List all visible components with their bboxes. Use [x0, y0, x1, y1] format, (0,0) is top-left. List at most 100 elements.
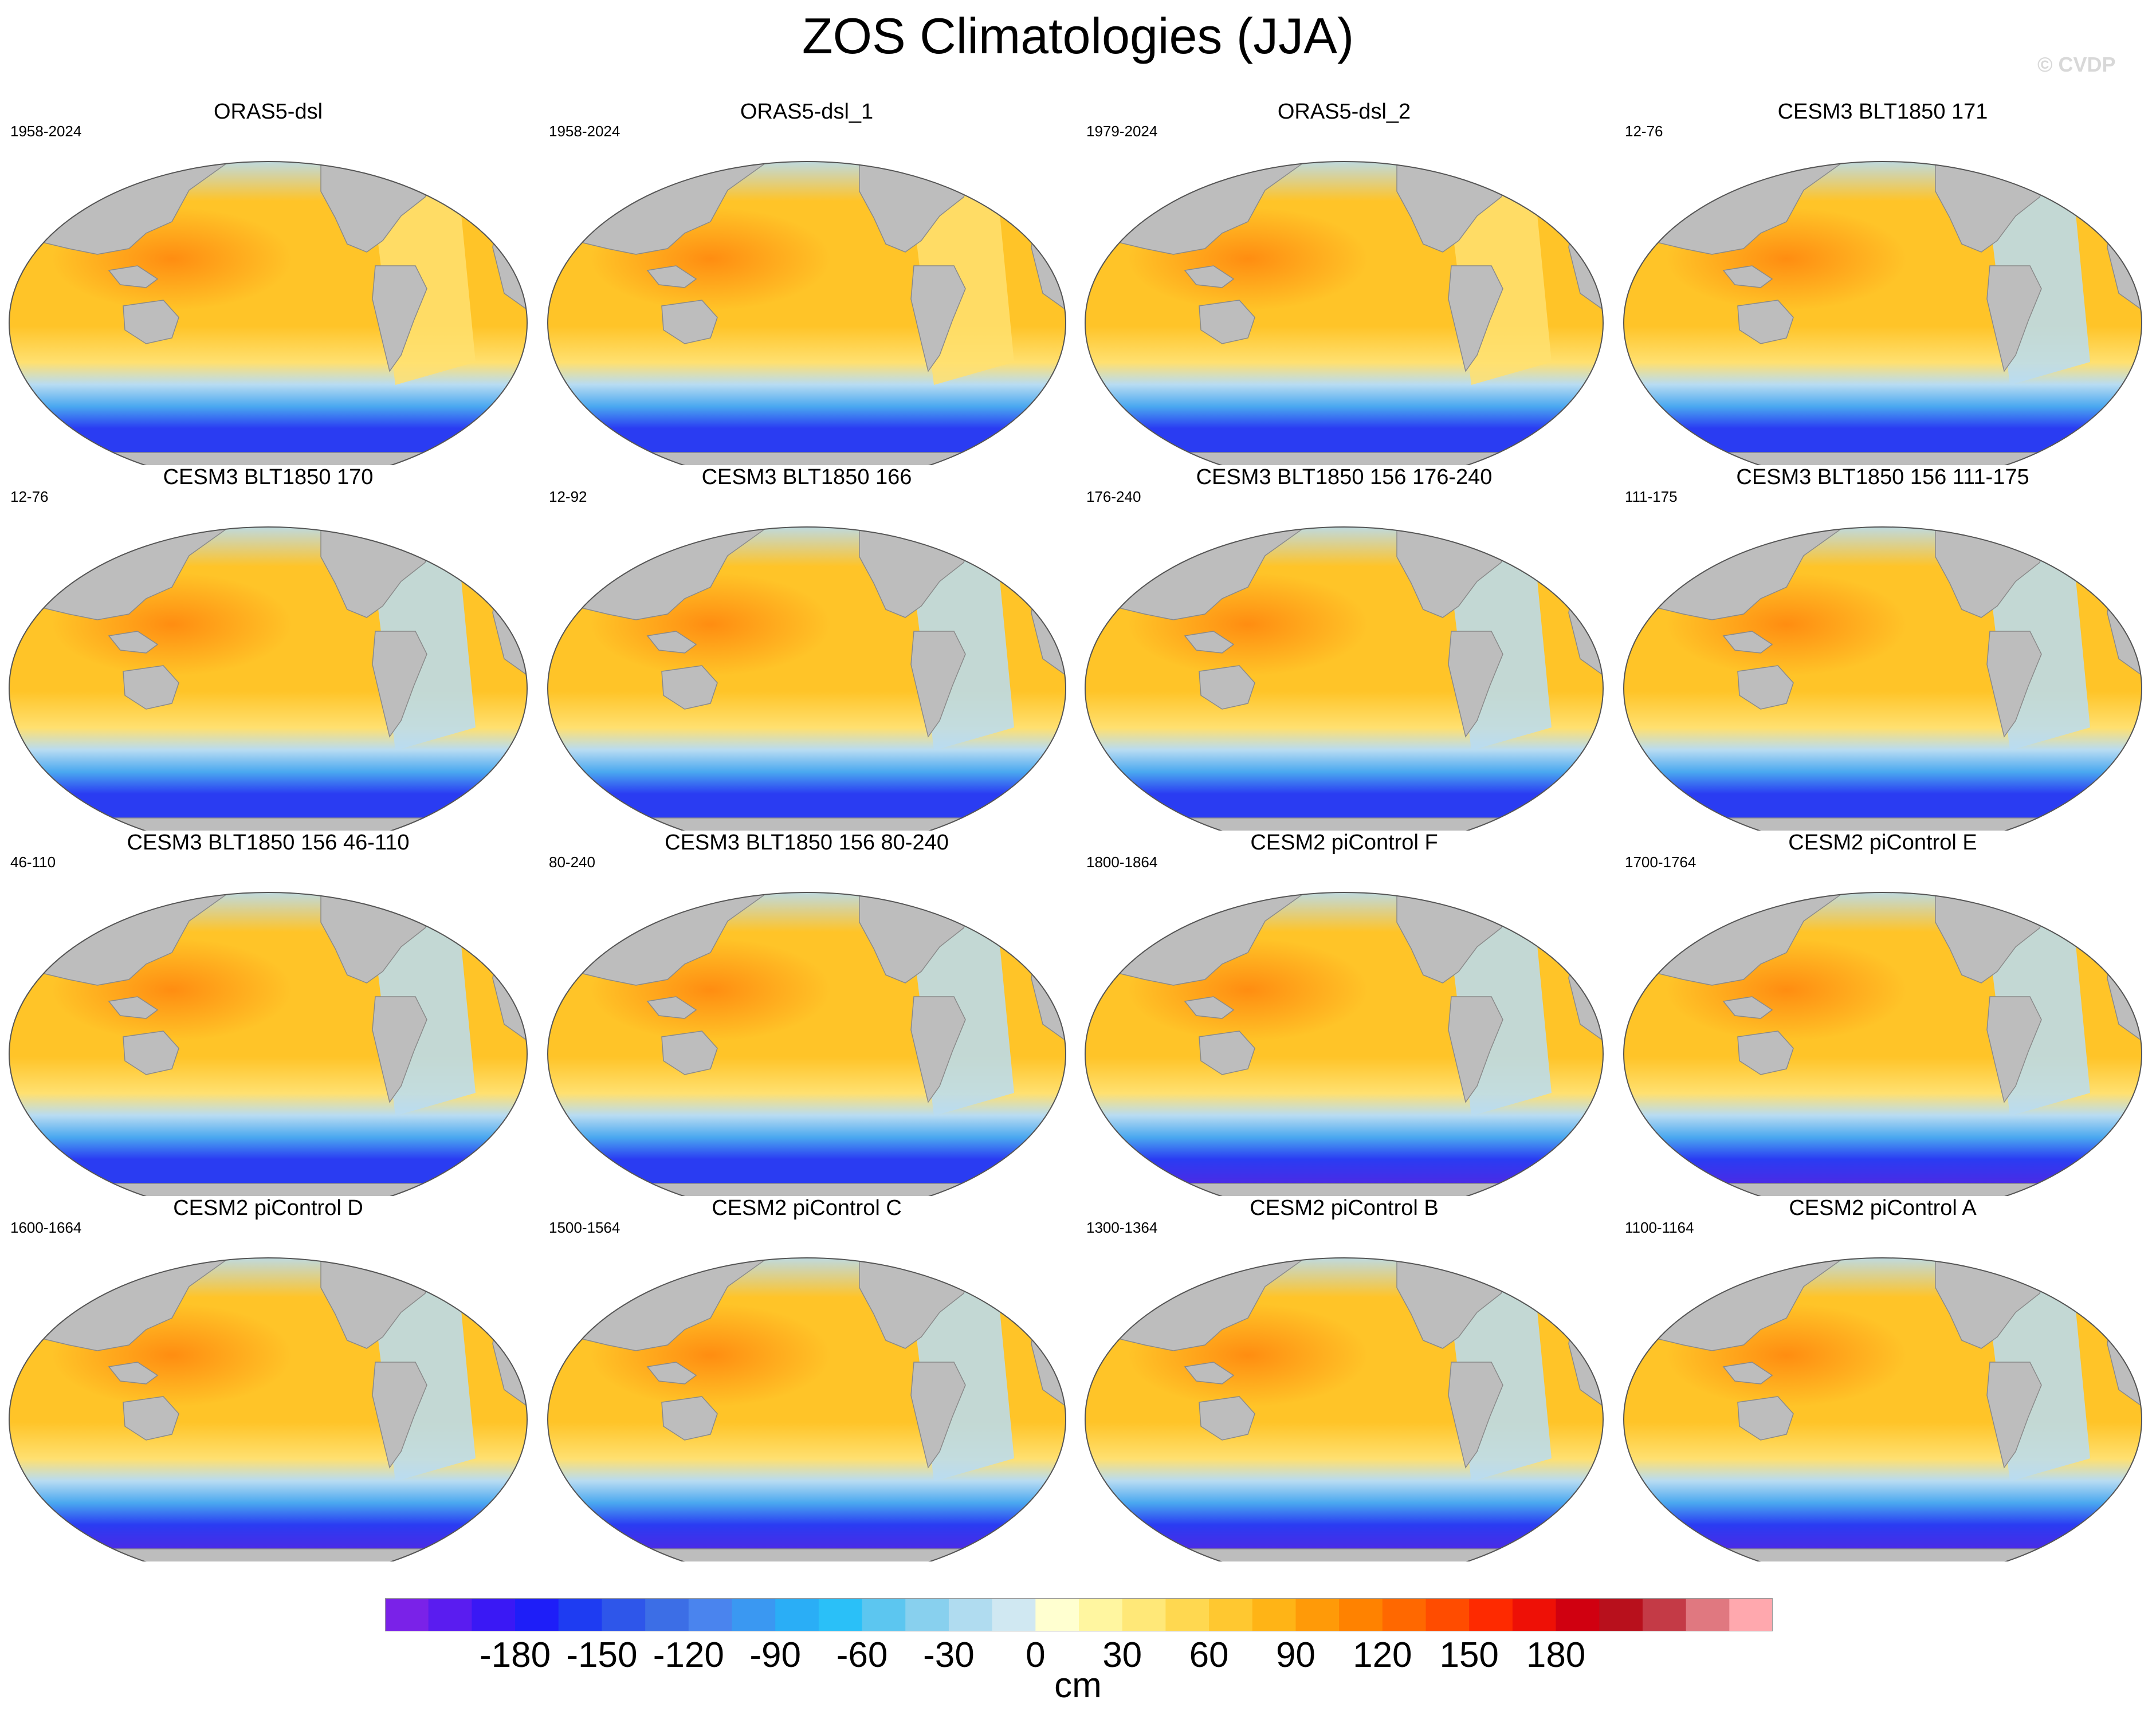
antarctica-landmass	[548, 817, 1066, 831]
australia-landmass	[661, 665, 718, 710]
colorbar-swatch	[862, 1598, 906, 1631]
map-panel: CESM3 BLT1850 156 176-240 176-240	[1076, 464, 1612, 831]
colorbar-swatch	[1079, 1598, 1123, 1631]
colorbar-frame	[385, 1598, 1773, 1631]
maritime-continent-landmass	[1184, 996, 1235, 1019]
colorbar-swatch	[385, 1598, 429, 1631]
panel-year-range: 12-76	[10, 488, 49, 505]
maritime-continent-landmass	[646, 631, 697, 654]
colorbar-swatch	[1339, 1598, 1383, 1631]
maritime-continent-landmass	[1722, 631, 1773, 654]
map-panel: CESM3 BLT1850 170 12-76	[0, 464, 536, 831]
australia-landmass	[123, 1030, 179, 1075]
map-panel: CESM3 BLT1850 171 12-76	[1615, 99, 2151, 465]
australia-landmass	[1199, 1030, 1255, 1075]
panel-title: CESM3 BLT1850 156 176-240	[1196, 465, 1493, 489]
colorbar-swatch	[472, 1598, 516, 1631]
map-panel: CESM2 piControl D 1600-1664	[0, 1195, 536, 1561]
south-america-landmass	[372, 265, 427, 372]
map-panel: CESM2 piControl F 1800-1864	[1076, 829, 1612, 1196]
map-projection	[1085, 1257, 1604, 1561]
map-panel: CESM3 BLT1850 156 111-175 111-175	[1615, 464, 2151, 831]
south-america-landmass	[372, 996, 427, 1103]
australia-landmass	[1737, 1030, 1794, 1075]
antarctica-landmass	[548, 452, 1066, 465]
map-outline	[1085, 1257, 1604, 1561]
panel-title: CESM2 piControl D	[173, 1196, 363, 1220]
colorbar-swatch	[602, 1598, 646, 1631]
map-outline	[9, 892, 528, 1196]
map-outline	[1085, 161, 1604, 465]
maritime-continent-landmass	[108, 631, 159, 654]
colorbar-swatch	[948, 1598, 993, 1631]
colorbar-units-label: cm	[1054, 1666, 1102, 1705]
antarctica-landmass	[548, 1183, 1066, 1196]
panel-year-range: 1600-1664	[10, 1219, 82, 1236]
colorbar-tick-label: 150	[1439, 1635, 1499, 1675]
colorbar-tick-label: 60	[1189, 1635, 1229, 1675]
colorbar-swatch	[515, 1598, 559, 1631]
south-america-landmass	[910, 1362, 966, 1469]
australia-landmass	[123, 1396, 179, 1441]
colorbar-swatch	[1425, 1598, 1470, 1631]
colorbar-swatch	[1512, 1598, 1557, 1631]
colorbar-tick-label: -120	[653, 1635, 724, 1675]
panel-title: CESM3 BLT1850 166	[701, 465, 912, 489]
antarctica-landmass	[9, 1183, 527, 1196]
colorbar-swatch	[905, 1598, 949, 1631]
antarctica-landmass	[1624, 1548, 2142, 1561]
map-projection	[1623, 526, 2142, 831]
map-panel: ORAS5-dsl_1 1958-2024	[539, 99, 1075, 465]
south-america-landmass	[1986, 265, 2042, 372]
australia-landmass	[123, 300, 179, 344]
antarctica-landmass	[1624, 1183, 2142, 1196]
australia-landmass	[1737, 1396, 1794, 1441]
antarctica-landmass	[9, 452, 527, 465]
map-outline	[9, 1257, 528, 1561]
map-projection	[547, 526, 1066, 831]
colorbar-swatch	[1165, 1598, 1209, 1631]
panel-title: CESM3 BLT1850 170	[163, 465, 374, 489]
map-outline	[547, 526, 1066, 831]
map-projection	[9, 526, 528, 831]
map-panel: CESM2 piControl B 1300-1364	[1076, 1195, 1612, 1561]
panel-year-range: 1958-2024	[549, 123, 621, 140]
panel-year-range: 1500-1564	[549, 1219, 621, 1236]
panel-title: CESM2 piControl E	[1788, 831, 1977, 855]
panel-title: ORAS5-dsl_1	[740, 100, 874, 124]
map-panel: CESM3 BLT1850 156 80-240 80-240	[539, 829, 1075, 1196]
colorbar-swatch	[645, 1598, 689, 1631]
panel-title: CESM2 piControl C	[712, 1196, 902, 1220]
maritime-continent-landmass	[1722, 996, 1773, 1019]
antarctica-landmass	[9, 1548, 527, 1561]
colorbar-tick-label: 0	[1026, 1635, 1046, 1675]
panel-title: CESM3 BLT1850 156 46-110	[127, 831, 410, 855]
map-panel: ORAS5-dsl 1958-2024	[0, 99, 536, 465]
south-america-landmass	[372, 1362, 427, 1469]
map-outline	[1623, 526, 2142, 831]
map-panel: ORAS5-dsl_2 1979-2024	[1076, 99, 1612, 465]
south-america-landmass	[1448, 1362, 1503, 1469]
south-america-landmass	[910, 996, 966, 1103]
maritime-continent-landmass	[1184, 1362, 1235, 1384]
panel-year-range: 12-76	[1625, 123, 1663, 140]
colorbar-swatch	[1122, 1598, 1166, 1631]
south-america-landmass	[1448, 996, 1503, 1103]
south-america-landmass	[910, 631, 966, 738]
south-america-landmass	[910, 265, 966, 372]
map-panel: CESM3 BLT1850 156 46-110 46-110	[0, 829, 536, 1196]
panel-year-range: 1700-1764	[1625, 853, 1696, 871]
map-outline	[547, 1257, 1066, 1561]
panel-title: CESM3 BLT1850 156 80-240	[665, 831, 949, 855]
colorbar-tick-label: -150	[566, 1635, 638, 1675]
maritime-continent-landmass	[646, 1362, 697, 1384]
colorbar-tick-label: 30	[1102, 1635, 1142, 1675]
south-america-landmass	[1986, 996, 2042, 1103]
south-america-landmass	[1448, 265, 1503, 372]
colorbar-tick-label: 90	[1275, 1635, 1315, 1675]
south-america-landmass	[1986, 631, 2042, 738]
colorbar-swatch	[558, 1598, 603, 1631]
colorbar-swatch	[1556, 1598, 1600, 1631]
australia-landmass	[1199, 665, 1255, 710]
